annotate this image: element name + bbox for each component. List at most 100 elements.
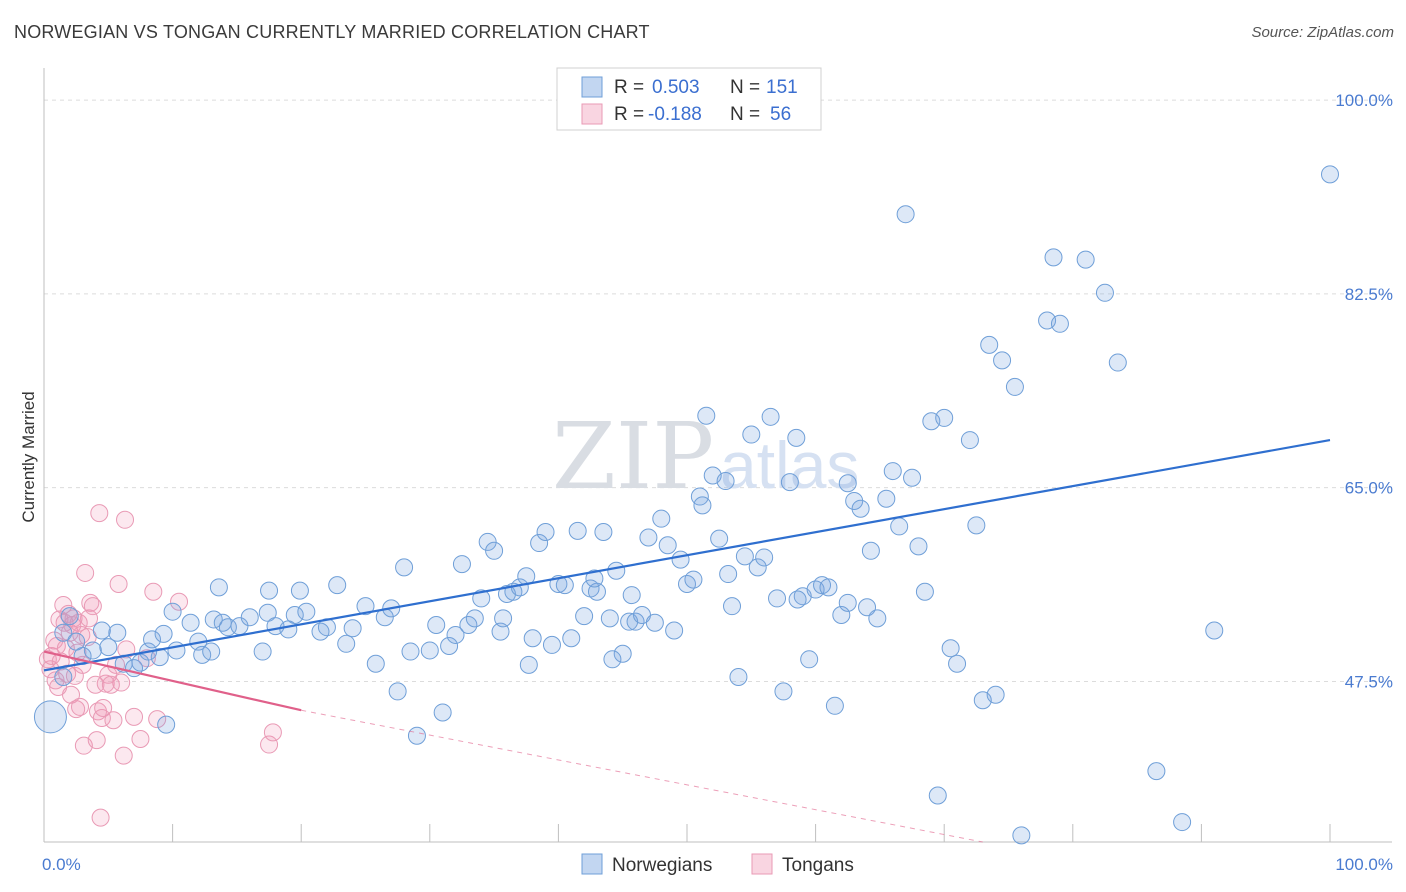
norwegian-point-17 <box>157 715 176 734</box>
norwegian-point-147 <box>1108 353 1127 372</box>
tongan-point-52 <box>170 592 189 611</box>
norwegian-point-149 <box>1173 813 1192 832</box>
norwegian-point-106 <box>774 682 793 701</box>
y-tick-labels: 47.5% 65.0% 82.5% 100.0% <box>1335 91 1393 691</box>
norwegian-point-158 <box>585 569 604 588</box>
norwegian-point-9 <box>108 623 127 642</box>
norwegian-point-153 <box>788 590 807 609</box>
norwegian-point-2 <box>54 623 73 642</box>
norwegian-point-44 <box>366 654 385 673</box>
legend-swatch-norwegian <box>581 76 603 98</box>
tongan-point-42 <box>109 575 128 594</box>
norwegian-point-116 <box>838 593 857 612</box>
norwegian-point-79 <box>600 609 619 628</box>
norwegian-point-127 <box>909 537 928 556</box>
norwegian-point-30 <box>253 642 272 661</box>
norwegian-point-145 <box>1076 250 1095 269</box>
norwegian-point-60 <box>478 532 497 551</box>
norwegian-point-141 <box>1012 826 1031 845</box>
series-legend-label-norwegian: Norwegians <box>612 855 712 876</box>
tongan-points <box>38 504 282 827</box>
norwegian-point-59 <box>472 589 491 608</box>
series-legend-swatch-norwegian <box>581 853 603 875</box>
tongan-point-36 <box>94 699 113 718</box>
norwegian-point-110 <box>800 650 819 669</box>
tongan-point-40 <box>104 711 123 730</box>
norwegian-point-120 <box>861 541 880 560</box>
norwegian-point-122 <box>877 489 896 508</box>
norwegian-point-35 <box>285 606 304 625</box>
tongan-point-31 <box>87 731 106 750</box>
x-tick-label-0: 0.0% <box>42 855 81 874</box>
source-credit: Source: ZipAtlas.com <box>1251 24 1394 41</box>
norwegian-point-18 <box>163 602 182 621</box>
norwegian-point-133 <box>948 654 967 673</box>
norwegian-point-27 <box>218 618 237 637</box>
tongan-point-55 <box>49 677 68 696</box>
norwegian-point-37 <box>297 602 316 621</box>
tongan-point-21 <box>71 697 90 716</box>
norwegian-point-48 <box>395 558 414 577</box>
tongan-point-44 <box>114 746 133 765</box>
norwegian-point-67 <box>523 629 542 648</box>
norwegian-point-138 <box>986 685 1005 704</box>
norwegian-point-154 <box>494 609 513 628</box>
norwegian-point-58 <box>465 609 484 628</box>
norwegian-point-56 <box>452 555 471 574</box>
norwegian-point-105 <box>768 589 787 608</box>
legend-n-label-norwegian: N = <box>730 77 760 98</box>
norwegian-point-40 <box>328 576 347 595</box>
norwegian-point-155 <box>693 496 712 515</box>
y-tick-label-1: 65.0% <box>1345 479 1393 498</box>
legend-n-value-norwegian: 151 <box>766 77 798 98</box>
norwegian-point-53 <box>433 703 452 722</box>
norwegian-point-52 <box>427 615 446 634</box>
watermark: ZIP atlas <box>552 403 859 510</box>
norwegian-point-80 <box>607 561 626 580</box>
legend-n-label-tongan: N = <box>730 104 760 125</box>
norwegian-point-143 <box>1044 248 1063 267</box>
x-tick-label-1: 100.0% <box>1335 855 1393 874</box>
norwegian-point-75 <box>575 607 594 626</box>
norwegian-point-31 <box>258 603 277 622</box>
legend-n-value-tongan: 56 <box>770 104 791 125</box>
norwegian-point-68 <box>530 534 549 553</box>
tongan-point-34 <box>91 808 110 827</box>
norwegian-point-29 <box>240 608 259 627</box>
norwegian-point-114 <box>825 696 844 715</box>
norwegian-point-3 <box>60 607 79 626</box>
norwegian-trendline <box>43 438 1331 672</box>
norwegian-point-99 <box>729 668 748 687</box>
tongan-point-35 <box>92 708 111 727</box>
norwegian-point-50 <box>407 726 426 745</box>
norwegian-point-81 <box>613 644 632 663</box>
tongan-point-28 <box>81 593 100 612</box>
norwegian-point-134 <box>960 431 979 450</box>
axes <box>43 68 1392 843</box>
tongan-trendline <box>43 650 302 712</box>
x-tick-labels: 0.0% 100.0% <box>42 855 1393 874</box>
norwegian-point-107 <box>780 473 799 492</box>
norwegian-point-62 <box>491 622 510 641</box>
norwegian-point-157 <box>519 655 538 674</box>
norwegian-point-100 <box>735 547 754 566</box>
norwegian-point-89 <box>665 621 684 640</box>
tongan-point-33 <box>90 504 109 523</box>
norwegian-point-0 <box>33 700 67 734</box>
norwegian-point-42 <box>343 619 362 638</box>
norwegian-point-49 <box>401 642 420 661</box>
norwegian-point-87 <box>652 509 671 528</box>
norwegian-point-83 <box>626 612 645 631</box>
norwegian-point-113 <box>819 578 838 597</box>
tongan-point-25 <box>76 563 95 582</box>
norwegian-point-74 <box>568 521 587 540</box>
norwegian-point-14 <box>143 630 162 649</box>
norwegian-point-125 <box>896 205 915 224</box>
gridlines <box>44 99 1392 682</box>
y-tick-label-0: 47.5% <box>1345 672 1393 691</box>
tongan-point-54 <box>263 723 282 742</box>
norwegian-point-152 <box>838 474 857 493</box>
norwegian-point-108 <box>787 428 806 447</box>
norwegian-point-96 <box>710 529 729 548</box>
norwegian-point-32 <box>260 581 279 600</box>
